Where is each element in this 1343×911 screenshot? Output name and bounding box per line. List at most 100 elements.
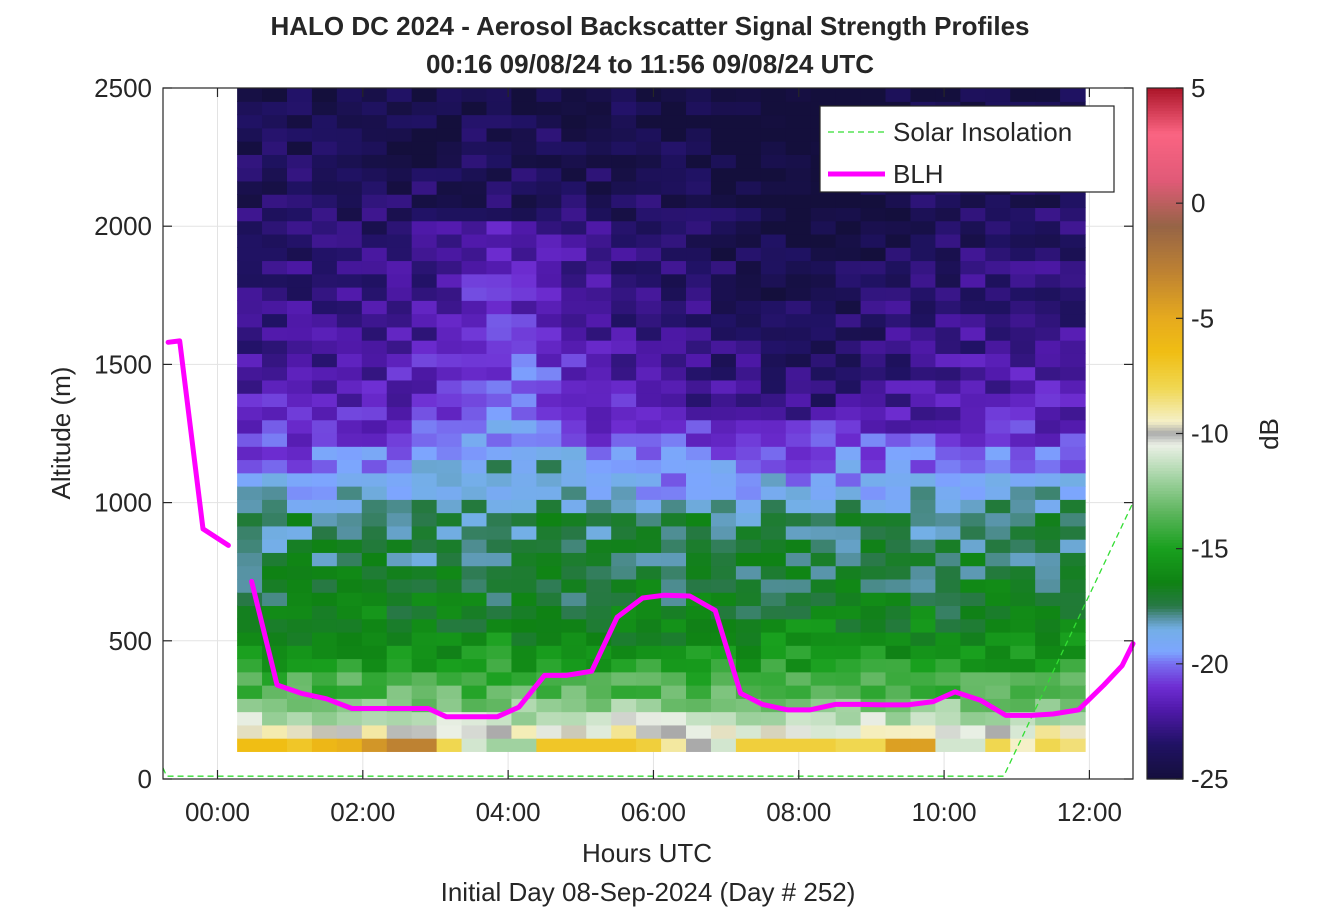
colorbar-step: [1147, 488, 1183, 492]
heatmap-cell: [860, 406, 887, 421]
colorbar-step: [1147, 580, 1183, 584]
heatmap-cell: [735, 287, 762, 301]
heatmap-cell: [686, 101, 712, 116]
colorbar-step: [1147, 704, 1183, 708]
heatmap-cell: [735, 180, 762, 195]
heatmap-cell: [511, 300, 537, 315]
heatmap-cell: [586, 300, 612, 315]
heatmap-cell: [885, 432, 912, 447]
heatmap-cell: [311, 260, 338, 275]
heatmap-cell: [611, 393, 637, 408]
heatmap-cell: [785, 738, 812, 752]
heatmap-cell: [586, 167, 612, 182]
heatmap-cell: [686, 698, 712, 713]
heatmap-cell: [411, 671, 438, 686]
heatmap-cell: [885, 618, 912, 633]
heatmap-cell: [760, 233, 787, 248]
heatmap-cell: [686, 565, 712, 580]
heatmap-cell: [461, 220, 488, 235]
heatmap-cell: [336, 592, 363, 607]
heatmap-cell: [262, 101, 288, 116]
colorbar-step: [1147, 707, 1183, 711]
heatmap-cell: [361, 592, 388, 607]
heatmap-cell: [237, 101, 263, 116]
heatmap-cell: [860, 207, 887, 222]
heatmap-cell: [710, 141, 737, 155]
heatmap-cell: [636, 353, 662, 368]
heatmap-cell: [461, 525, 488, 540]
heatmap-cell: [810, 220, 837, 235]
heatmap-cell: [785, 618, 812, 633]
heatmap-cell: [661, 499, 687, 514]
heatmap-cell: [486, 260, 513, 275]
heatmap-cell: [710, 127, 737, 142]
heatmap-cell: [237, 233, 263, 248]
colorbar-step: [1147, 637, 1183, 642]
heatmap-cell: [636, 685, 662, 699]
colorbar-step: [1147, 502, 1183, 507]
heatmap-cell: [735, 154, 762, 169]
heatmap-cell: [1035, 645, 1061, 660]
heatmap-cell: [536, 499, 562, 514]
heatmap-cell: [935, 432, 961, 447]
heatmap-cell: [760, 631, 787, 646]
heatmap-cell: [785, 645, 812, 660]
heatmap-cell: [710, 379, 737, 394]
heatmap-cell: [586, 525, 612, 540]
heatmap-cell: [461, 379, 488, 394]
heatmap-cell: [311, 446, 338, 461]
heatmap-cell: [286, 101, 313, 116]
heatmap-cell: [436, 486, 463, 500]
heatmap-cell: [486, 685, 513, 699]
x-tick-label: 10:00: [912, 797, 977, 827]
heatmap-cell: [237, 472, 263, 487]
heatmap-cell: [785, 631, 812, 646]
heatmap-cell: [860, 552, 887, 567]
heatmap-cell: [486, 247, 513, 262]
chart-title: HALO DC 2024 - Aerosol Backscatter Signa…: [270, 11, 1029, 41]
heatmap-cell: [311, 631, 338, 646]
heatmap-cell: [960, 724, 986, 739]
heatmap-cell: [486, 525, 513, 540]
heatmap-cell: [1060, 486, 1086, 500]
heatmap-cell: [810, 685, 837, 699]
colorbar-step: [1147, 517, 1183, 521]
colorbar-step: [1147, 686, 1183, 691]
heatmap-cell: [536, 220, 562, 235]
heatmap-cell: [511, 154, 537, 169]
colorbar-step: [1147, 738, 1183, 743]
heatmap-cell: [636, 446, 662, 461]
heatmap-cell: [586, 406, 612, 421]
heatmap-cell: [1060, 512, 1086, 527]
colorbar-step: [1147, 240, 1183, 245]
heatmap-cell: [237, 645, 263, 660]
colorbar-step: [1147, 470, 1183, 475]
colorbar-step: [1147, 266, 1183, 270]
heatmap-cell: [661, 353, 687, 368]
colorbar-step: [1147, 131, 1183, 135]
heatmap-cell: [536, 738, 562, 752]
heatmap-cell: [436, 287, 463, 301]
heatmap-cell: [636, 539, 662, 553]
heatmap-cell: [461, 578, 488, 593]
heatmap-cell: [311, 101, 338, 116]
colorbar-step: [1147, 263, 1183, 268]
heatmap-cell: [336, 313, 363, 328]
heatmap-cell: [511, 472, 537, 487]
heatmap-cell: [611, 287, 637, 301]
heatmap-cell: [461, 685, 488, 699]
colorbar-step: [1147, 698, 1183, 702]
heatmap-cell: [910, 419, 937, 434]
heatmap-cell: [985, 379, 1011, 394]
heatmap-cell: [311, 658, 338, 673]
heatmap-cell: [486, 233, 513, 248]
heatmap-cell: [760, 525, 787, 540]
heatmap-cell: [661, 180, 687, 195]
heatmap-cell: [411, 340, 438, 354]
heatmap-cell: [710, 180, 737, 195]
heatmap-cell: [686, 379, 712, 394]
heatmap-cell: [1060, 724, 1086, 739]
heatmap-cell: [785, 114, 812, 129]
colorbar-step: [1147, 626, 1183, 630]
heatmap-cell: [1010, 379, 1036, 394]
